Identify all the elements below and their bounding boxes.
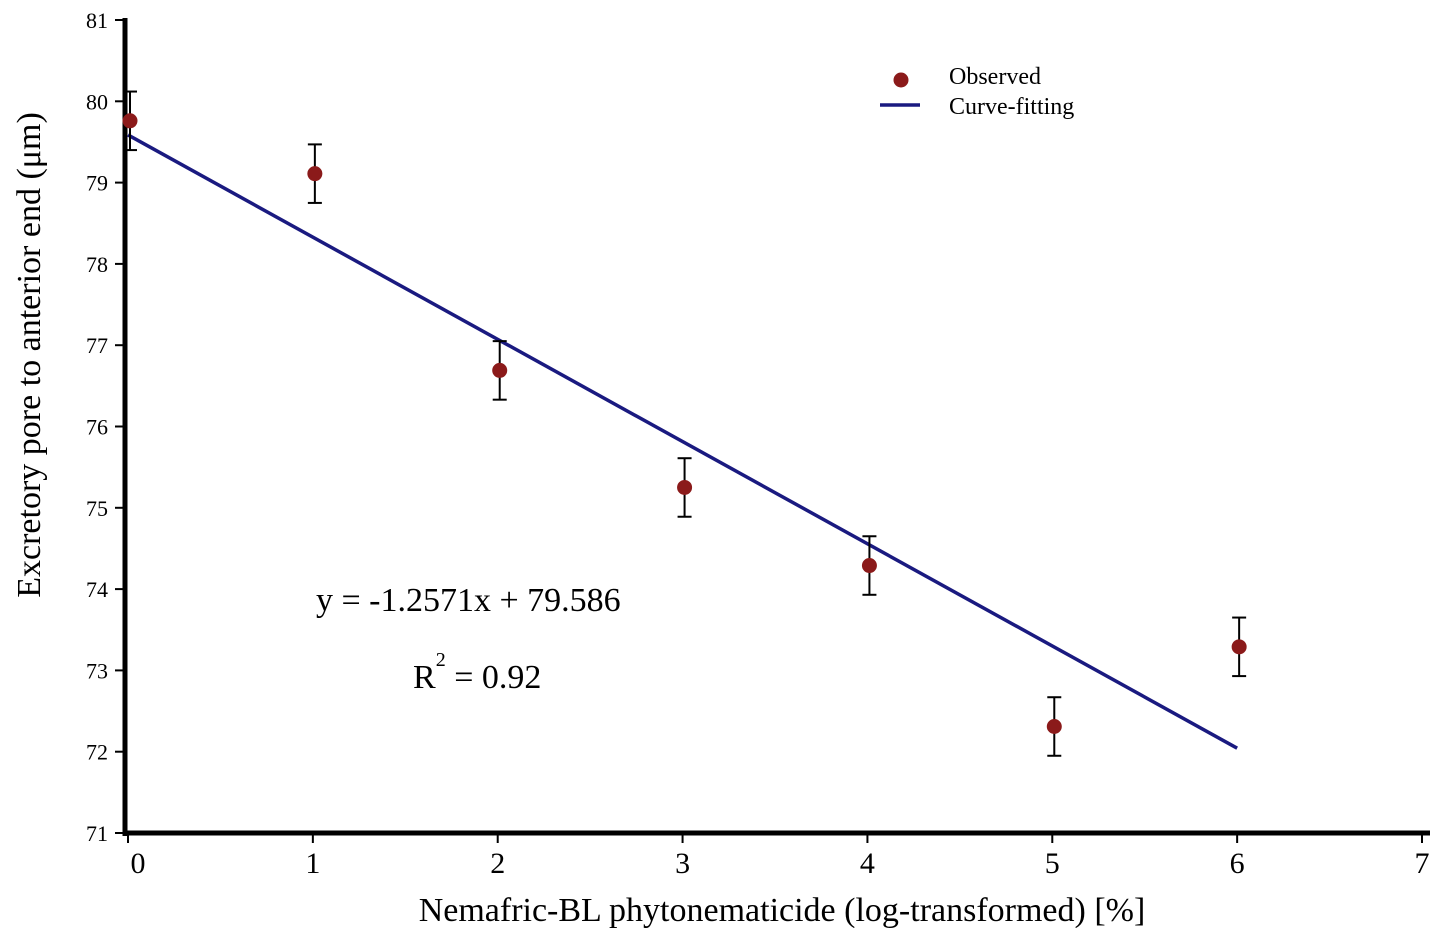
- regression-equation: y = -1.2571x + 79.586: [316, 582, 621, 619]
- observed-point: [307, 166, 323, 182]
- y-tick-label: 77: [86, 333, 108, 358]
- x-axis-label: Nemafric-BL phytonematicide (log-transfo…: [419, 892, 1146, 928]
- x-tick-label: 5: [1045, 847, 1060, 880]
- observed-point: [677, 479, 693, 495]
- tick-labels: 71 72 73 74 75 76 77 78 79 80 81 0 1 2 3 4 5 6 7: [86, 8, 1430, 880]
- y-tick-label: 79: [86, 171, 108, 196]
- x-tick-label: 6: [1230, 847, 1245, 880]
- r-squared-superscript: 2: [436, 649, 446, 671]
- legend-observed-label: Observed: [949, 64, 1041, 90]
- r-squared-letter: R: [413, 659, 436, 696]
- observed-point-group: [677, 457, 693, 518]
- x-tick-label: 3: [675, 847, 690, 880]
- y-axis-label: Excretory pore to anterior end (μm): [11, 112, 48, 598]
- observed-points-layer: [122, 90, 1247, 757]
- legend-observed-marker: [893, 72, 909, 88]
- r-squared-value: = 0.92: [446, 659, 542, 696]
- curve-fitting-line: [127, 133, 1238, 750]
- observed-point: [492, 362, 508, 378]
- observed-point-group: [307, 143, 323, 204]
- observed-point: [1046, 718, 1062, 734]
- x-tick-label: 7: [1415, 847, 1430, 880]
- y-tick-label: 73: [86, 658, 108, 683]
- y-tick-label: 78: [86, 252, 108, 277]
- y-tick-label: 74: [86, 577, 108, 602]
- y-tick-label: 75: [86, 496, 108, 521]
- y-tick-label: 71: [86, 821, 108, 846]
- y-tick-label: 76: [86, 415, 108, 440]
- observed-point: [861, 558, 877, 574]
- observed-point: [1231, 639, 1247, 655]
- r-squared-annotation: R2 = 0.92: [413, 649, 541, 696]
- legend: Observed Curve-fitting: [880, 64, 1074, 120]
- observed-point-group: [122, 90, 138, 152]
- x-tick-label: 4: [860, 847, 875, 880]
- observed-point-group: [861, 535, 877, 596]
- observed-point-group: [1046, 696, 1062, 757]
- y-tick-label: 80: [86, 89, 108, 114]
- axes: [122, 18, 1430, 836]
- observed-point-group: [492, 340, 508, 401]
- x-tick-label: 2: [490, 847, 505, 880]
- x-tick-label: 0: [131, 847, 146, 880]
- observed-point: [122, 113, 138, 129]
- fit-line-layer: [127, 133, 1238, 750]
- observed-point-group: [1231, 616, 1247, 678]
- legend-curve-fitting-label: Curve-fitting: [949, 94, 1074, 120]
- y-tick-label: 81: [86, 8, 108, 33]
- y-tick-label: 72: [86, 740, 108, 765]
- x-tick-label: 1: [305, 847, 320, 880]
